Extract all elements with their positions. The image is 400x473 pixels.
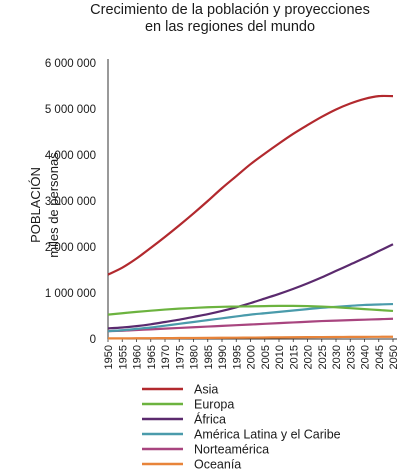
series-line-oceania xyxy=(107,335,394,340)
x-ticks: 1950 1955 1960 1965 1970 1975 1980 1985 1990 1995… xyxy=(103,339,400,369)
legend-label-africa: África xyxy=(194,412,226,427)
series-lines xyxy=(107,94,394,340)
y-tick-label: 1 000 000 xyxy=(45,288,96,300)
series-line-europa xyxy=(107,304,394,316)
x-tick-label: 2035 xyxy=(345,345,357,369)
chart-title-line-2: en las regiones del mundo xyxy=(144,19,316,35)
series-line-norteamerica xyxy=(107,317,394,333)
x-tick-label: 1975 xyxy=(174,345,186,369)
y-tick-label: 2 000 000 xyxy=(45,242,96,254)
series-line-america-latina-y-el-caribe xyxy=(107,302,394,333)
legend-label-asia: Asia xyxy=(194,383,218,397)
legend-label-europa: Europa xyxy=(194,398,234,412)
x-tick-label: 1950 xyxy=(103,345,115,369)
y-tick-label: 5 000 000 xyxy=(45,104,96,116)
x-tick-label: 1990 xyxy=(217,345,229,369)
x-tick-label: 1955 xyxy=(117,345,129,369)
x-tick-label: 1965 xyxy=(146,345,158,369)
x-tick-label: 2030 xyxy=(331,345,343,369)
x-tick-label: 2015 xyxy=(288,345,300,369)
x-tick-label: 1985 xyxy=(203,345,215,369)
y-tick-label: 4 000 000 xyxy=(45,150,96,162)
y-tick-label: 6 000 000 xyxy=(45,58,96,70)
x-tick-label: 2005 xyxy=(260,345,272,369)
x-tick-label: 2025 xyxy=(317,345,329,369)
x-tick-label: 2045 xyxy=(374,345,386,369)
x-tick-label: 2000 xyxy=(246,345,258,369)
chart-title: Crecimiento de la población y proyeccion… xyxy=(60,2,400,36)
legend-label-oceania: Oceanía xyxy=(194,458,241,472)
y-axis-label-line-2: miles de personas xyxy=(46,152,61,258)
y-axis-label-line-1: POBLACIÓN xyxy=(28,167,43,243)
series-line-asia xyxy=(107,94,394,276)
x-tick-label: 2020 xyxy=(303,345,315,369)
x-tick-label: 1960 xyxy=(132,345,144,369)
x-tick-label: 1980 xyxy=(189,345,201,369)
x-tick-label: 2040 xyxy=(360,345,372,369)
series-line-africa xyxy=(107,243,394,330)
x-tick-label: 1995 xyxy=(231,345,243,369)
y-tick-label: 3 000 000 xyxy=(45,196,96,208)
y-ticks: 0 1 000 000 2 000 000 3 000 000 4 000 000 5 0… xyxy=(45,58,96,346)
chart-title-line-1: Crecimiento de la población y proyeccion… xyxy=(90,2,370,18)
legend-label-america-latina-y-el-caribe: América Latina y el Caribe xyxy=(194,428,341,442)
x-tick-label: 2050 xyxy=(388,345,400,369)
y-axis-label: POBLACIÓN miles de personas xyxy=(28,152,61,258)
axes xyxy=(107,59,397,340)
legend-label-norteamerica: Norteamérica xyxy=(194,443,269,457)
y-tick-label: 0 xyxy=(90,334,96,346)
x-tick-label: 1970 xyxy=(160,345,172,369)
x-tick-label: 2010 xyxy=(274,345,286,369)
